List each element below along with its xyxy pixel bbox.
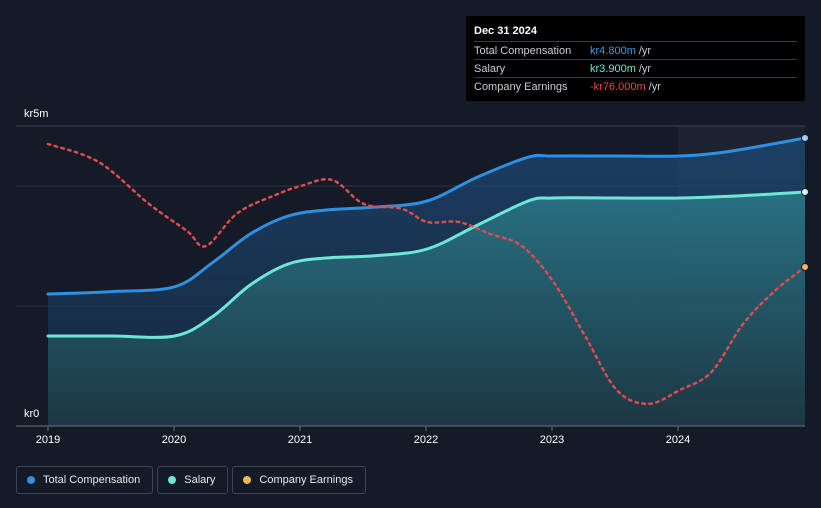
series-lines xyxy=(46,136,807,406)
y-axis-top-label: kr5m xyxy=(24,108,49,120)
salary-endpoint xyxy=(801,188,809,196)
legend: Total Compensation Salary Company Earnin… xyxy=(16,466,370,494)
tooltip-unit: /yr xyxy=(638,62,652,75)
salary-line xyxy=(46,190,807,339)
company-earnings-line xyxy=(46,142,807,406)
legend-dot-icon xyxy=(168,476,177,484)
series-endpoints xyxy=(801,134,809,271)
x-tick-label: 2019 xyxy=(36,434,60,446)
tooltip-unit: /yr xyxy=(648,80,661,93)
tooltip-value: kr4.800m xyxy=(590,44,636,57)
y-axis-bottom-label: kr0 xyxy=(24,408,40,420)
tooltip-value: -kr76.000m xyxy=(590,80,646,93)
x-axis-ticks: 2019 2020 2021 2022 2023 2024 xyxy=(36,426,690,446)
tooltip-date: Dec 31 2024 xyxy=(474,25,537,37)
legend-label: Total Compensation xyxy=(43,474,141,486)
x-tick-label: 2021 xyxy=(288,434,312,446)
legend-item-company-earnings[interactable]: Company Earnings xyxy=(232,466,366,494)
tooltip-value: kr3.900m xyxy=(590,62,636,75)
company-earnings-endpoint xyxy=(801,263,809,271)
tooltip-row-total-compensation: Total Compensation kr4.800m /yr xyxy=(474,41,797,59)
tooltip-label: Total Compensation xyxy=(474,44,572,57)
total-compensation-endpoint xyxy=(801,134,809,142)
legend-item-total-compensation[interactable]: Total Compensation xyxy=(16,466,154,494)
x-tick-label: 2023 xyxy=(540,434,564,446)
x-tick-label: 2022 xyxy=(414,434,438,446)
legend-item-salary[interactable]: Salary xyxy=(157,466,229,494)
tooltip-row-company-earnings: Company Earnings -kr76.000m /yr xyxy=(474,77,797,95)
tooltip-unit: /yr xyxy=(638,44,652,57)
series-areas xyxy=(48,138,805,426)
tooltip: Dec 31 2024 Total Compensation kr4.800m … xyxy=(466,16,805,101)
tooltip-label: Salary xyxy=(474,62,506,75)
x-tick-label: 2024 xyxy=(666,434,690,446)
legend-label: Company Earnings xyxy=(259,474,353,486)
legend-dot-icon xyxy=(27,476,35,484)
total-compensation-line xyxy=(46,136,807,296)
legend-label: Salary xyxy=(184,474,216,486)
legend-dot-icon xyxy=(243,476,252,484)
salary-area xyxy=(48,192,805,426)
x-tick-label: 2020 xyxy=(162,434,186,446)
tooltip-row-salary: Salary kr3.900m /yr xyxy=(474,59,797,77)
tooltip-label: Company Earnings xyxy=(474,80,568,93)
